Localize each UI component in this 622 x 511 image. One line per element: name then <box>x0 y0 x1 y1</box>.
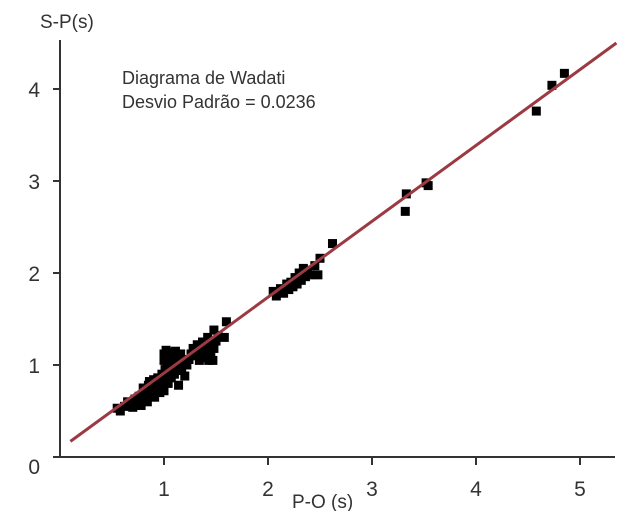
data-point <box>305 270 315 280</box>
data-point <box>208 355 218 365</box>
data-point <box>176 349 186 359</box>
data-point <box>303 265 313 275</box>
data-point <box>209 325 219 335</box>
x-axis-title: P-O (s) <box>292 492 353 511</box>
data-point <box>547 80 557 90</box>
data-point <box>194 355 204 365</box>
data-point <box>174 380 184 390</box>
data-point <box>169 369 179 379</box>
data-point <box>423 181 433 191</box>
x-tick-label: 5 <box>574 478 586 501</box>
data-point <box>142 397 152 407</box>
data-point <box>182 360 192 370</box>
data-point <box>203 332 213 342</box>
data-point <box>279 288 289 298</box>
data-point <box>180 371 190 381</box>
scatter-points <box>112 68 569 416</box>
x-tick-label: 4 <box>470 478 482 501</box>
data-point <box>119 401 129 411</box>
data-point <box>268 286 278 296</box>
data-point <box>159 355 169 365</box>
data-point <box>559 68 569 78</box>
data-point <box>213 331 223 341</box>
data-point <box>209 343 219 353</box>
data-point <box>219 332 229 342</box>
data-point <box>313 270 323 280</box>
data-point <box>159 386 169 396</box>
chart-annotation-title: Diagrama de Wadati <box>122 68 285 88</box>
axes <box>59 40 615 458</box>
data-point <box>327 239 337 249</box>
data-point <box>197 337 207 347</box>
data-point <box>401 189 411 199</box>
x-tick-label: 3 <box>366 478 378 501</box>
data-point <box>400 206 410 216</box>
data-point <box>184 354 194 364</box>
tick-labels: 1 2 3 4 5 0 1 2 3 4 <box>28 79 586 501</box>
data-point <box>192 340 202 350</box>
y-tick-label: 3 <box>28 171 40 194</box>
data-point <box>115 406 125 416</box>
chart-annotation-stddev: Desvio Padrão = 0.0236 <box>122 92 316 112</box>
data-point <box>271 291 281 301</box>
data-point <box>136 400 146 410</box>
data-point <box>531 106 541 116</box>
data-point <box>175 360 185 370</box>
y-tick-label: 2 <box>28 263 40 286</box>
data-point <box>177 366 187 376</box>
ticks <box>53 88 581 465</box>
data-point <box>211 336 221 346</box>
data-point <box>221 317 231 327</box>
data-point <box>162 360 172 370</box>
data-point <box>202 342 212 352</box>
data-point <box>163 378 173 388</box>
y-tick-label: 1 <box>28 355 40 378</box>
y-axis-title: S-P(s) <box>40 12 94 33</box>
y-tick-label: 0 <box>28 456 40 479</box>
data-point <box>190 351 200 361</box>
data-point <box>150 392 160 402</box>
data-point <box>310 261 320 271</box>
data-point <box>206 351 216 361</box>
x-tick-label: 1 <box>158 478 170 501</box>
fit-line <box>69 41 618 443</box>
data-point <box>164 355 174 365</box>
x-tick-label: 2 <box>262 478 274 501</box>
data-point <box>170 346 180 356</box>
y-tick-label: 4 <box>28 79 40 102</box>
